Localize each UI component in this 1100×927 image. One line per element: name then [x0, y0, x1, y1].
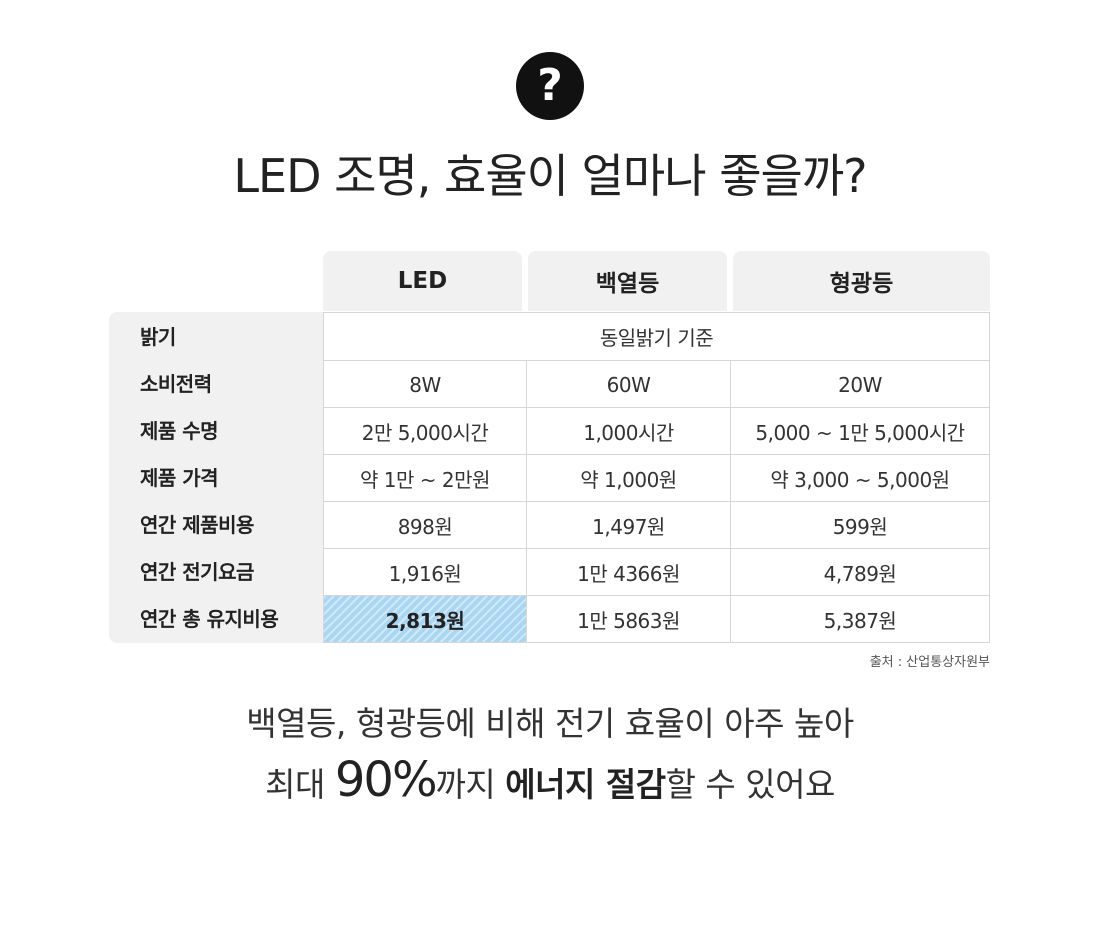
summary-percent: 90% [334, 752, 438, 808]
cell-led-power: 8W [409, 372, 441, 397]
header-incandescent: 백열등 [528, 251, 727, 311]
cell-led-lifespan: 2만 5,000시간 [361, 421, 489, 445]
row-label-power: 소비전력 [140, 372, 212, 396]
cell-fluorescent-total-cost: 5,387원 [823, 608, 897, 633]
summary-suffix: 할 수 있어요 [665, 765, 836, 804]
summary-mid: 까지 [435, 765, 506, 804]
cell-brightness-note: 동일밝기 기준 [599, 326, 714, 350]
cell-fluorescent-electricity: 4,789원 [823, 562, 897, 586]
cell-led-price: 약 1만 ~ 2만원 [360, 468, 490, 492]
summary-line-2: 최대 90%까지 에너지 절감할 수 있어요 [0, 752, 1100, 808]
cell-incandescent-price: 약 1,000원 [580, 468, 677, 492]
cell-incandescent-lifespan: 1,000시간 [583, 421, 674, 445]
row-label-total-cost: 연간 총 유지비용 [140, 607, 279, 631]
header-fluorescent: 형광등 [733, 251, 990, 311]
cell-incandescent-power: 60W [606, 372, 651, 397]
cell-led-electricity: 1,916원 [388, 562, 462, 586]
row-label-price: 제품 가격 [140, 466, 219, 490]
cell-fluorescent-price: 약 3,000 ~ 5,000원 [770, 468, 950, 492]
cell-fluorescent-lifespan: 5,000 ~ 1만 5,000시간 [755, 421, 965, 445]
cell-fluorescent-power: 20W [838, 372, 882, 397]
summary-bold-phrase: 에너지 절감 [505, 765, 666, 804]
row-label-lifespan: 제품 수명 [140, 419, 219, 443]
cell-fluorescent-product-cost: 599원 [832, 515, 888, 539]
header-led: LED [323, 251, 522, 311]
table-header-row: LED 백열등 형광등 [323, 251, 990, 311]
cell-incandescent-total-cost: 1만 5863원 [577, 608, 680, 633]
question-icon: ? [516, 52, 584, 120]
source-note: 출처 : 산업통상자원부 [869, 655, 990, 670]
page-title: LED 조명, 효율이 얼마나 좋을까? [233, 149, 867, 203]
summary-line-1: 백열등, 형광등에 비해 전기 효율이 아주 높아 [246, 704, 854, 743]
row-label-brightness: 밝기 [140, 325, 176, 349]
cell-led-product-cost: 898원 [397, 515, 453, 539]
row-label-annual-product-cost: 연간 제품비용 [140, 513, 254, 537]
row-label-column: 밝기 소비전력 제품 수명 제품 가격 연간 제품비용 연간 전기요금 연간 총… [109, 312, 323, 643]
cell-led-total-cost: 2,813원 [324, 596, 526, 642]
cell-incandescent-electricity: 1만 4366원 [577, 562, 680, 586]
cell-incandescent-product-cost: 1,497원 [592, 515, 665, 539]
summary-prefix: 최대 [265, 765, 335, 804]
table-grid: 동일밝기 기준 8W 60W 20W 2만 5,000시간 1,000시간 5,… [323, 312, 990, 643]
row-label-annual-electricity: 연간 전기요금 [140, 560, 254, 584]
